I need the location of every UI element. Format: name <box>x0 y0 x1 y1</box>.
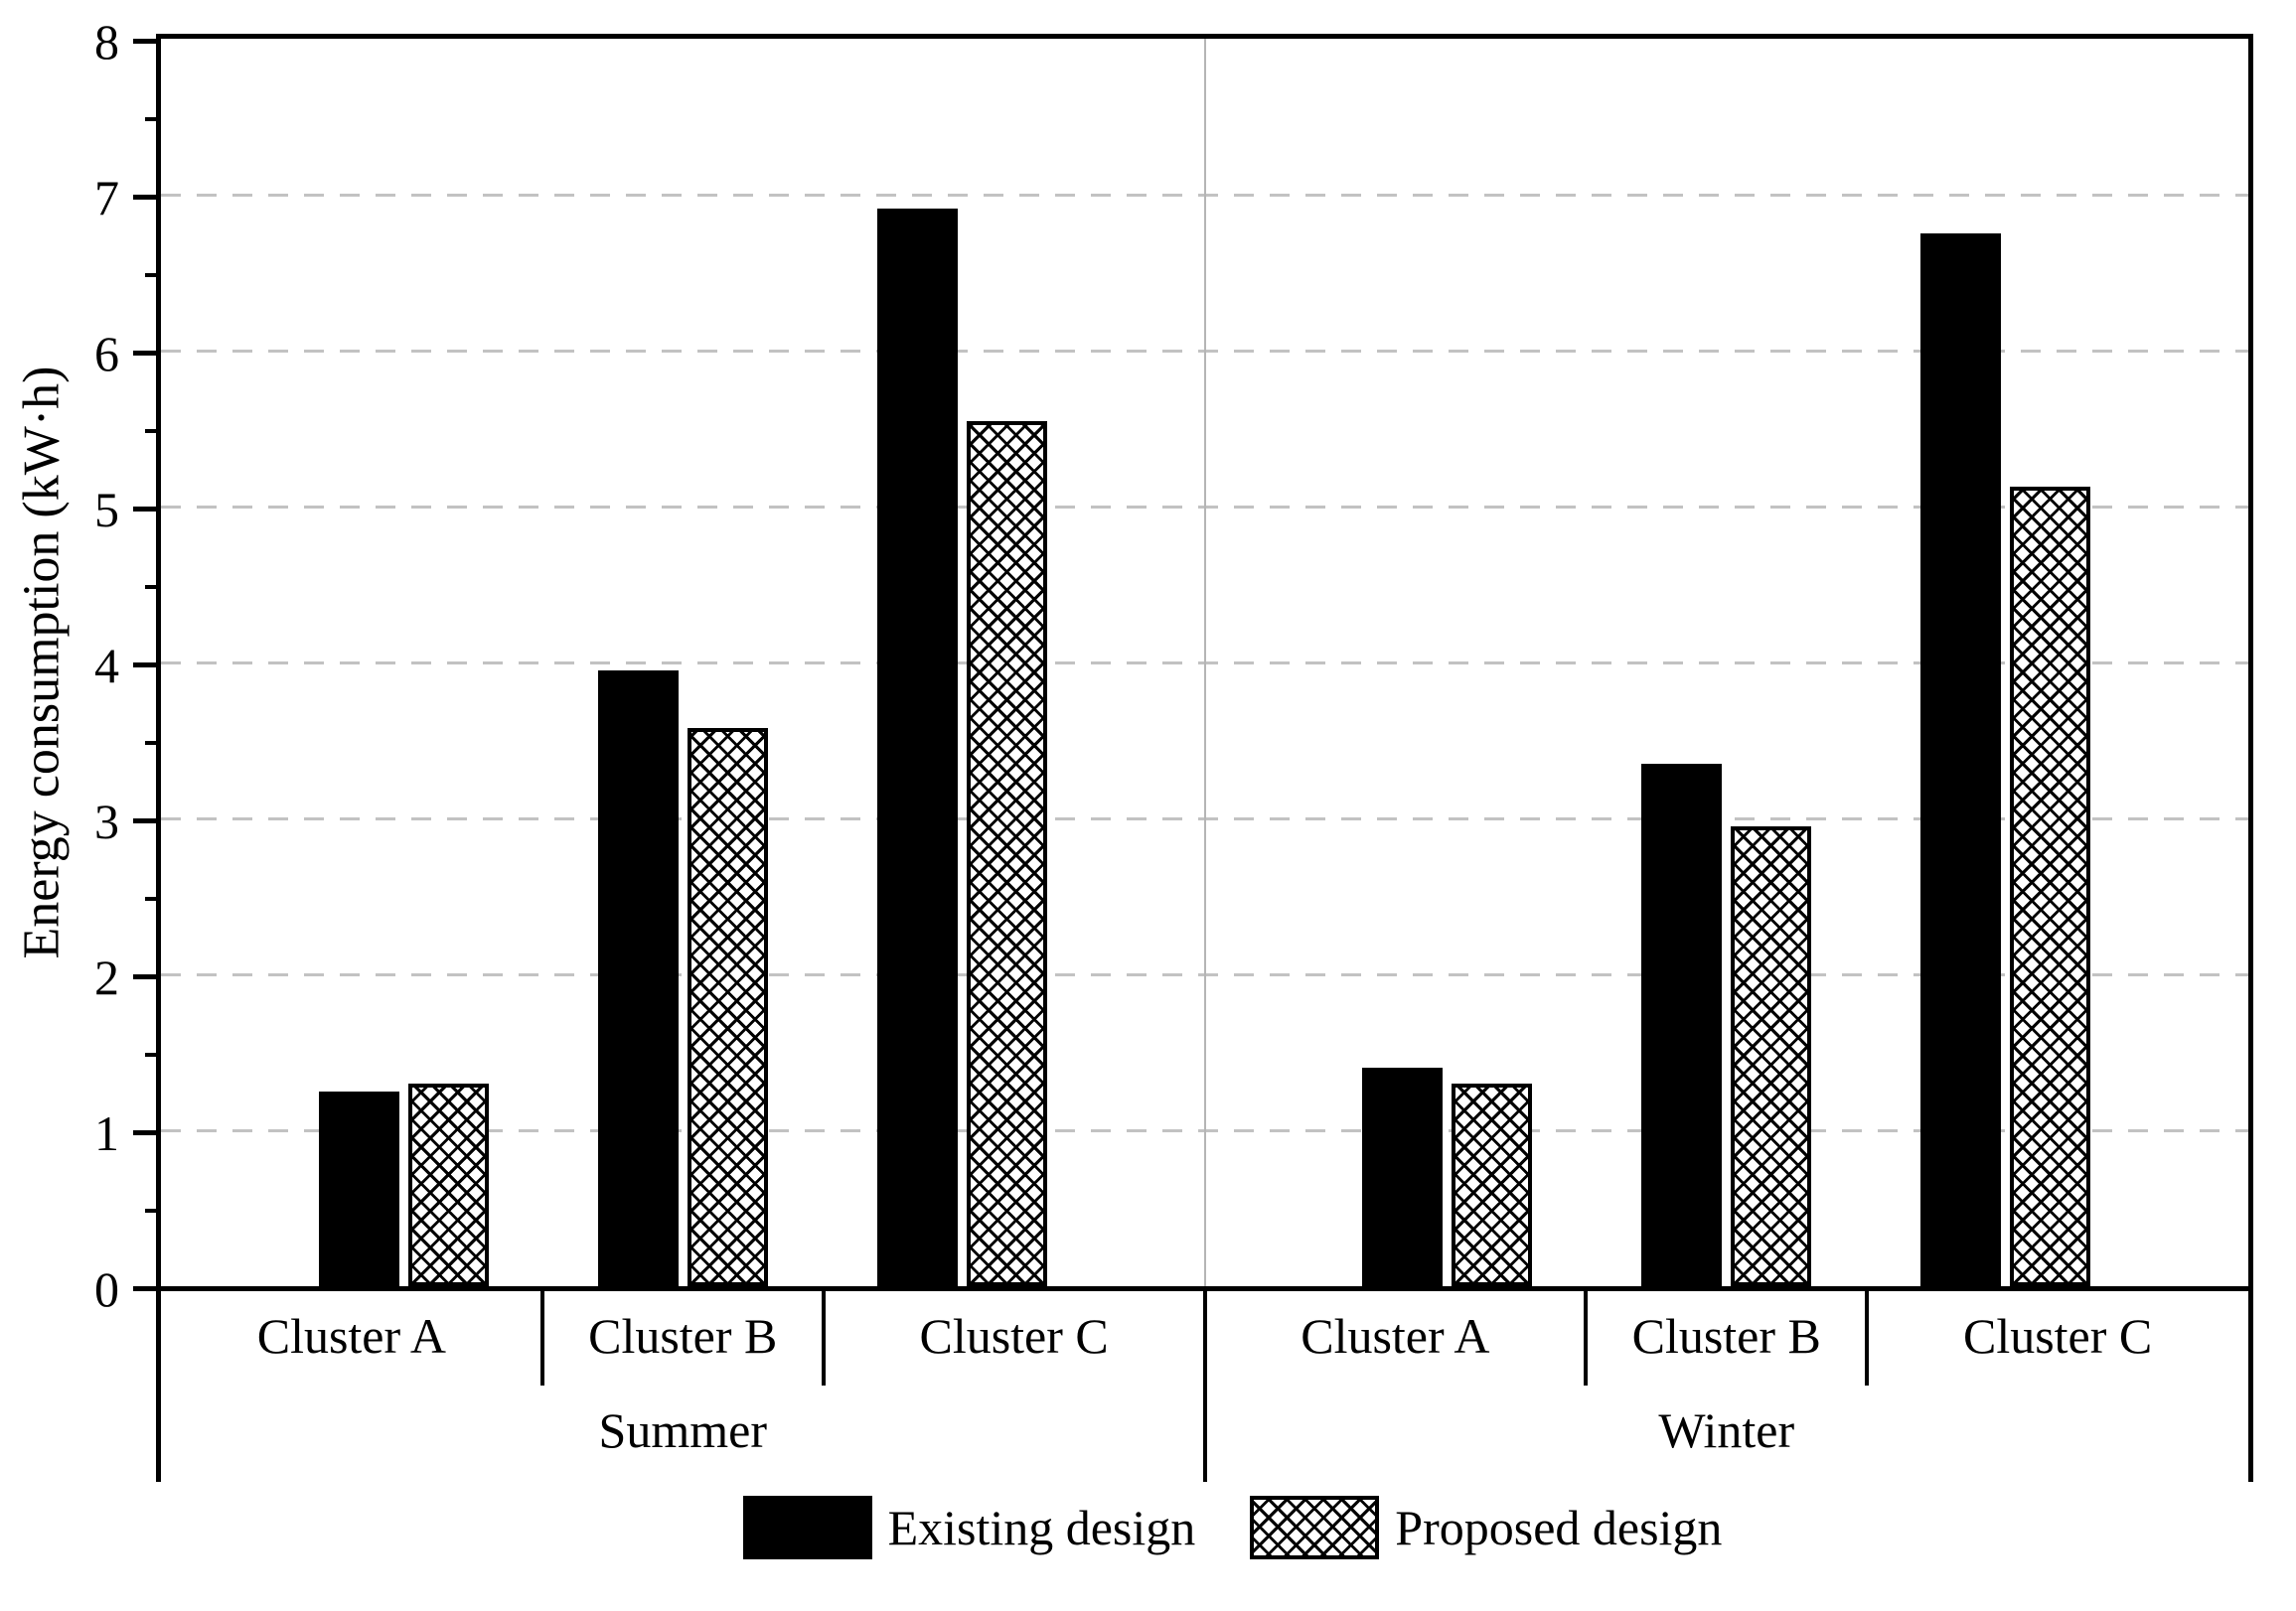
legend-item-proposed-design: Proposed design <box>1250 1496 1722 1559</box>
bar-group-summer-cluster-a <box>318 1083 489 1286</box>
bar-existing-design <box>1362 1068 1444 1286</box>
y-major-tick-3 <box>133 818 156 823</box>
panel-winter <box>1205 39 2249 1286</box>
legend-label: Existing design <box>887 1500 1196 1555</box>
legend-swatch-crosshatch <box>1250 1496 1380 1559</box>
y-tick-label-4: 4 <box>94 637 119 693</box>
y-tick-label-0: 0 <box>94 1260 119 1317</box>
y-minor-tick-5.5 <box>145 429 156 433</box>
center-divider <box>1202 1291 1207 1482</box>
bar-proposed-design <box>1452 1083 1533 1286</box>
x-panel-label-winter: Winter <box>1658 1402 1795 1458</box>
bar-group-summer-cluster-b <box>597 669 768 1286</box>
y-minor-tick-6.5 <box>145 273 156 277</box>
bar-proposed-design <box>1731 825 1812 1286</box>
y-tick-label-6: 6 <box>94 325 119 381</box>
bar-group-summer-cluster-c <box>876 209 1047 1286</box>
cluster-divider <box>821 1291 826 1386</box>
legend-item-existing-design: Existing design <box>742 1496 1196 1559</box>
y-major-tick-8 <box>133 39 156 44</box>
y-minor-tick-3.5 <box>145 741 156 745</box>
bar-proposed-design <box>966 420 1047 1286</box>
y-major-tick-7 <box>133 195 156 200</box>
plot-area <box>156 34 2253 1291</box>
x-label-summer-cluster-c: Cluster C <box>919 1308 1109 1364</box>
bar-group-winter-cluster-b <box>1641 764 1812 1286</box>
bar-proposed-design <box>687 727 768 1286</box>
legend: Existing design Proposed design <box>84 1496 2296 1559</box>
bar-existing-design <box>876 209 958 1286</box>
bar-existing-design <box>597 669 679 1286</box>
panel-divider-line <box>1203 39 1206 1286</box>
bar-existing-design <box>318 1091 399 1286</box>
bar-proposed-design <box>407 1083 489 1286</box>
y-tick-label-5: 5 <box>94 481 119 537</box>
y-minor-tick-2.5 <box>145 897 156 901</box>
x-label-winter-cluster-c: Cluster C <box>1962 1308 2153 1364</box>
y-tick-label-3: 3 <box>94 793 119 849</box>
bar-existing-design <box>1920 233 2002 1286</box>
y-major-tick-4 <box>133 662 156 667</box>
right-spine-extension <box>2248 1291 2253 1482</box>
cluster-divider <box>539 1291 544 1386</box>
y-major-tick-6 <box>133 351 156 356</box>
legend-label: Proposed design <box>1395 1500 1723 1555</box>
x-label-winter-cluster-a: Cluster A <box>1301 1308 1490 1364</box>
y-minor-tick-7.5 <box>145 117 156 121</box>
y-tick-label-7: 7 <box>94 169 119 225</box>
y-minor-tick-0.5 <box>145 1209 156 1213</box>
bar-group-winter-cluster-c <box>1920 233 2091 1286</box>
y-tick-label-2: 2 <box>94 949 119 1005</box>
left-spine-extension <box>156 1291 161 1482</box>
legend-swatch-solid <box>742 1496 872 1559</box>
x-label-summer-cluster-b: Cluster B <box>588 1308 778 1364</box>
bar-group-winter-cluster-a <box>1362 1068 1533 1286</box>
y-tick-label-1: 1 <box>94 1104 119 1161</box>
bar-existing-design <box>1641 764 1723 1286</box>
bar-proposed-design <box>2010 486 2091 1286</box>
panel-summer <box>161 39 1205 1286</box>
x-panel-label-summer: Summer <box>598 1402 767 1458</box>
y-major-tick-1 <box>133 1130 156 1135</box>
y-tick-label-8: 8 <box>94 13 119 70</box>
y-minor-tick-4.5 <box>145 585 156 589</box>
y-major-tick-0 <box>133 1286 156 1291</box>
cluster-divider <box>1865 1291 1870 1386</box>
y-major-tick-2 <box>133 974 156 979</box>
x-label-summer-cluster-a: Cluster A <box>256 1308 447 1364</box>
y-major-tick-5 <box>133 507 156 512</box>
x-label-winter-cluster-b: Cluster B <box>1631 1308 1821 1364</box>
y-minor-tick-1.5 <box>145 1053 156 1057</box>
cluster-divider <box>1584 1291 1589 1386</box>
